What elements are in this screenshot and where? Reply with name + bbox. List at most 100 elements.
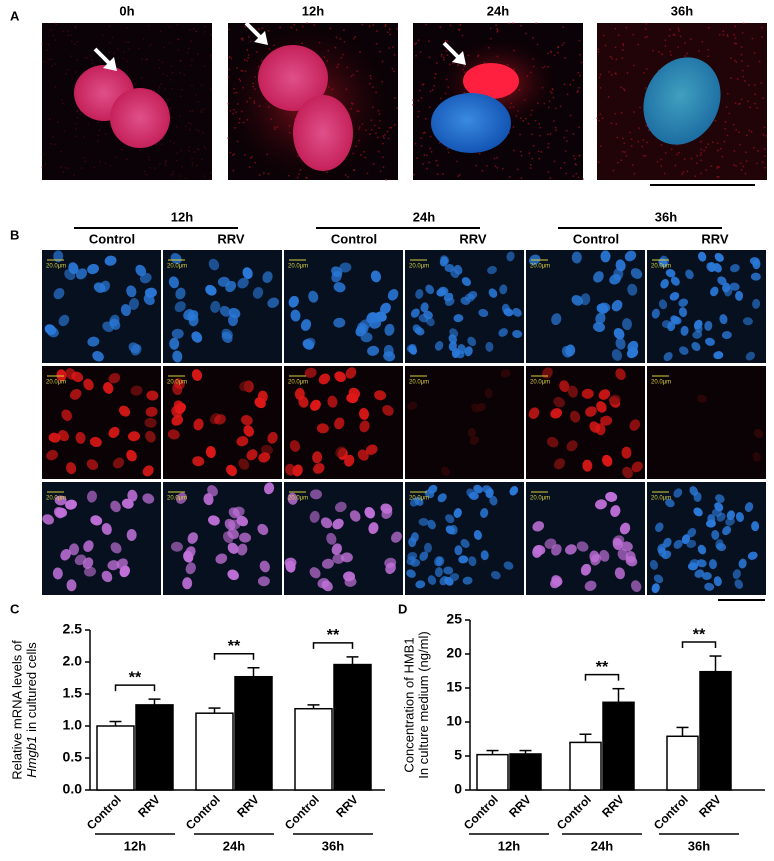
speckle <box>191 161 194 164</box>
speckle <box>140 77 143 79</box>
nucleus <box>589 550 600 563</box>
nucleus <box>121 498 134 509</box>
speckle <box>79 113 82 116</box>
nucleus <box>663 537 672 548</box>
nucleus <box>387 289 399 301</box>
nucleus <box>203 493 214 506</box>
speckle <box>366 172 369 175</box>
nucleus <box>333 317 346 328</box>
speckle <box>611 57 614 60</box>
group-label: 36h <box>655 209 677 224</box>
nucleus <box>613 328 625 340</box>
nucleus <box>360 332 373 343</box>
speckle <box>674 164 677 167</box>
speckle <box>710 165 713 168</box>
speckle <box>707 48 710 51</box>
speckle <box>639 106 642 109</box>
nucleus <box>259 560 270 573</box>
speckle <box>385 178 388 181</box>
nucleus <box>595 499 607 510</box>
nucleus <box>498 328 508 337</box>
nucleus <box>752 298 761 309</box>
speckle <box>495 24 498 27</box>
speckle <box>169 107 172 110</box>
nucleus <box>715 539 724 550</box>
speckle <box>62 30 65 33</box>
nucleus <box>193 418 204 431</box>
group-label: 12h <box>498 838 520 853</box>
speckle <box>757 150 759 152</box>
speckle <box>565 129 568 132</box>
nucleus <box>458 555 469 564</box>
nucleus <box>375 311 387 322</box>
nucleus <box>708 559 717 570</box>
speckle <box>763 126 766 129</box>
speckle <box>716 149 719 152</box>
speckle <box>458 173 461 176</box>
speckle <box>664 152 667 154</box>
speckle <box>67 68 69 71</box>
speckle <box>80 167 83 169</box>
speckle <box>625 155 628 157</box>
speckle <box>738 103 741 105</box>
speckle <box>439 26 442 29</box>
nucleus <box>480 508 489 518</box>
nucleus <box>678 307 688 318</box>
speckle <box>250 40 252 43</box>
nucleus <box>420 302 429 313</box>
scale-label: 20.0μm <box>288 496 308 502</box>
nucleus <box>721 331 732 340</box>
speckle <box>540 151 543 153</box>
speckle <box>733 150 736 152</box>
speckle <box>563 161 566 164</box>
speckle <box>429 90 432 93</box>
nucleus <box>407 401 418 410</box>
nucleus <box>46 450 58 461</box>
speckle <box>760 82 763 84</box>
nucleus <box>76 268 88 280</box>
x-tick-label: Control <box>554 792 594 832</box>
speckle <box>172 170 175 173</box>
x-tick-label: RRV <box>234 792 262 820</box>
nucleus <box>431 93 511 153</box>
nucleus <box>288 295 299 308</box>
speckle <box>456 160 458 163</box>
speckle <box>440 55 443 57</box>
scale-label: 20.0μm <box>651 496 671 502</box>
speckle <box>748 129 751 132</box>
speckle <box>83 156 86 159</box>
speckle <box>547 52 549 55</box>
speckle <box>738 131 740 134</box>
nucleus <box>42 514 54 525</box>
nucleus <box>593 321 605 333</box>
nucleus <box>208 515 220 526</box>
y-tick-label: 2.5 <box>63 621 83 637</box>
y-tick-label: 2.0 <box>63 653 83 669</box>
speckle <box>700 159 702 162</box>
speckle <box>722 34 725 36</box>
speckle <box>141 58 144 61</box>
nucleus <box>176 492 187 504</box>
nucleus <box>65 499 77 510</box>
nucleus <box>503 561 514 570</box>
nucleus <box>364 506 376 519</box>
nucleus <box>108 372 121 384</box>
speckle <box>388 47 390 49</box>
nucleus <box>207 485 218 497</box>
speckle <box>604 44 607 47</box>
nucleus <box>660 279 669 289</box>
speckle <box>122 57 125 60</box>
speckle <box>65 72 67 75</box>
significance-bracket <box>114 684 156 692</box>
nucleus <box>410 308 420 318</box>
nucleus <box>116 558 128 570</box>
micrograph: 20.0μm <box>284 250 403 363</box>
speckle <box>752 146 755 149</box>
arrow-head <box>452 51 466 65</box>
speckle <box>578 126 581 129</box>
nucleus <box>735 512 744 522</box>
nucleus <box>701 572 712 581</box>
nucleus <box>754 429 764 439</box>
nucleus <box>171 415 184 426</box>
nucleus <box>485 341 494 352</box>
